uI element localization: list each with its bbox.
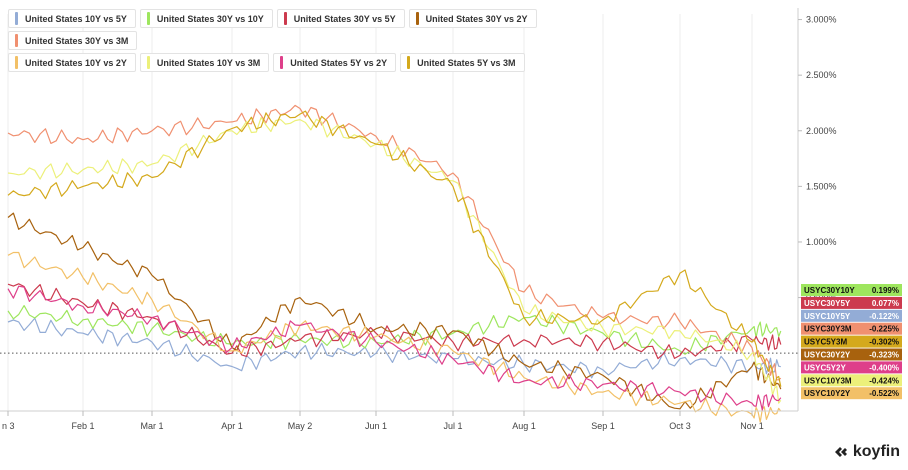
x-tick-label: Mar 1 <box>140 421 163 431</box>
value-badge-bg <box>801 284 902 296</box>
legend-swatch <box>15 34 18 47</box>
legend: United States 10Y vs 5Y United States 30Y… <box>8 9 608 75</box>
y-tick-label: 3.000% <box>806 15 837 25</box>
legend-label: United States 30Y vs 10Y <box>156 13 264 24</box>
legend-item[interactable]: United States 30Y vs 3M <box>8 31 138 50</box>
legend-swatch <box>15 56 18 69</box>
x-axis: n 3 Feb 1 Mar 1 Apr 1 May 2 Jun 1 Jul 1 Aug 1 Se… <box>2 411 764 431</box>
badge-symbol: USYC10Y5Y <box>804 312 851 321</box>
x-tick-label: Nov 1 <box>740 421 764 431</box>
y-tick-label: 2.500% <box>806 70 837 80</box>
badge-value: 0.077% <box>872 299 899 308</box>
value-badge-bg <box>801 322 902 335</box>
badge-symbol: USYC30Y2Y <box>804 351 851 360</box>
legend-item[interactable]: United States 5Y vs 3M <box>400 53 525 72</box>
legend-swatch <box>146 56 150 69</box>
legend-swatch <box>15 12 18 25</box>
legend-label: United States 10Y vs 5Y <box>25 13 127 24</box>
y-tick-label: 1.500% <box>806 181 837 191</box>
koyfin-mark-icon <box>834 447 847 457</box>
legend-item[interactable]: United States 30Y vs 10Y <box>139 9 273 28</box>
x-tick-label: Apr 1 <box>221 421 243 431</box>
legend-label: United States 5Y vs 2Y <box>290 57 388 68</box>
legend-item[interactable]: United States 10Y vs 5Y <box>8 9 136 28</box>
y-tick-label: 1.000% <box>806 237 837 247</box>
badge-value: -0.122% <box>869 312 899 321</box>
legend-label: United States 30Y vs 5Y <box>293 13 396 24</box>
legend-swatch <box>415 12 419 25</box>
koyfin-logo: koyfin <box>833 443 900 461</box>
badge-value: 0.199% <box>872 286 899 295</box>
x-tick-label: Aug 1 <box>512 421 536 431</box>
badge-symbol: USYC30Y10Y <box>804 286 855 295</box>
value-badge-bg <box>801 387 902 400</box>
legend-swatch <box>146 12 150 25</box>
series-line <box>7 117 782 404</box>
value-badge-bg <box>801 335 902 348</box>
badge-value: -0.400% <box>869 363 899 372</box>
x-tick-label: n 3 <box>2 421 15 431</box>
series-line <box>7 285 782 411</box>
legend-swatch <box>280 56 284 69</box>
legend-swatch <box>407 56 411 69</box>
legend-label: United States 10Y vs 2Y <box>25 57 127 68</box>
legend-item[interactable]: United States 10Y vs 2Y <box>8 53 136 72</box>
value-badge-bg <box>801 361 902 374</box>
series-line <box>7 251 782 423</box>
legend-item[interactable]: United States 30Y vs 5Y <box>276 9 405 28</box>
value-badge-bg <box>801 348 902 361</box>
legend-item[interactable]: United States 10Y vs 3M <box>139 53 270 72</box>
badge-symbol: USYC5Y2Y <box>804 363 846 372</box>
y-tick-label: 2.000% <box>806 126 837 136</box>
x-tick-label: Sep 1 <box>591 421 615 431</box>
grid-lines <box>7 14 753 411</box>
badge-symbol: USYC5Y3M <box>804 338 847 347</box>
series-line <box>7 283 782 360</box>
legend-label: United States 30Y vs 3M <box>25 35 129 46</box>
series-line <box>7 305 782 355</box>
x-tick-label: Oct 3 <box>669 421 691 431</box>
badge-symbol: USYC30Y3M <box>804 325 852 334</box>
badge-symbol: USYC10Y2Y <box>804 389 851 398</box>
legend-item[interactable]: United States 5Y vs 2Y <box>273 53 397 72</box>
badge-value: -0.225% <box>869 325 899 334</box>
value-badge-bg <box>801 309 902 322</box>
badge-symbol: USYC30Y5Y <box>804 299 851 308</box>
series-line <box>7 212 782 410</box>
series-line <box>7 104 782 381</box>
series-lines <box>7 104 782 423</box>
legend-label: United States 30Y vs 2Y <box>425 13 528 24</box>
legend-label: United States 5Y vs 3M <box>417 57 516 68</box>
badge-value: -0.424% <box>869 376 899 385</box>
x-tick-label: Jun 1 <box>365 421 387 431</box>
value-badge-bg <box>801 374 902 387</box>
value-badges: USYC30Y10Y 0.199% USYC30Y5Y 0.077% USYC10Y5Y… <box>801 284 902 400</box>
x-tick-label: Feb 1 <box>71 421 94 431</box>
badge-value: -0.323% <box>869 351 899 360</box>
x-tick-label: May 2 <box>288 421 313 431</box>
x-tick-label: Jul 1 <box>443 421 462 431</box>
badge-symbol: USYC10Y3M <box>804 376 852 385</box>
badge-value: -0.302% <box>869 338 899 347</box>
logo-text: koyfin <box>852 443 900 460</box>
legend-swatch <box>283 12 287 25</box>
legend-label: United States 10Y vs 3M <box>156 57 261 68</box>
value-badge-bg <box>801 296 902 309</box>
series-line <box>7 110 782 387</box>
legend-item[interactable]: United States 30Y vs 2Y <box>408 9 537 28</box>
series-line <box>7 317 781 379</box>
badge-value: -0.522% <box>869 389 899 398</box>
y-axis: 3.000%2.500%2.000%1.500%1.000%0.500% <box>798 15 837 303</box>
